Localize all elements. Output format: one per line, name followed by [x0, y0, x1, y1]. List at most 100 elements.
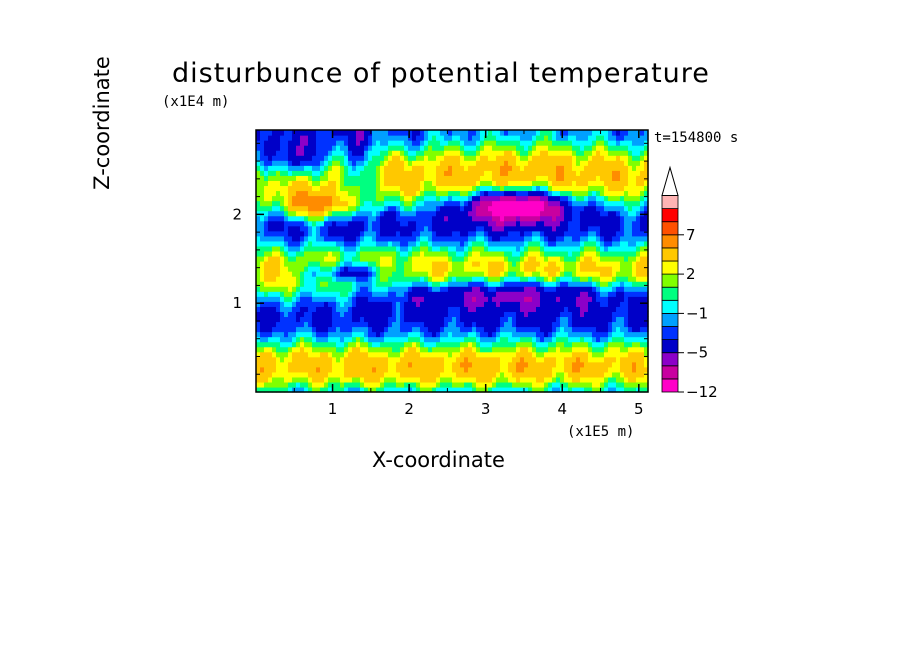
heatmap-cell [420, 341, 425, 348]
heatmap-cell [276, 145, 281, 151]
heatmap-cell [480, 266, 485, 272]
heatmap-cell [636, 230, 641, 237]
heatmap-cell [364, 311, 369, 318]
heatmap-cell [560, 361, 565, 368]
heatmap-cell [288, 190, 293, 197]
heatmap-cell [572, 255, 577, 262]
heatmap-cell [304, 140, 309, 146]
heatmap-cell [428, 321, 433, 328]
heatmap-cell [396, 210, 401, 217]
heatmap-cell [368, 326, 373, 333]
heatmap-cell [288, 220, 293, 227]
heatmap-cell [484, 165, 489, 171]
heatmap-cell [268, 316, 273, 323]
heatmap-cell [496, 130, 501, 136]
heatmap-cell [368, 190, 373, 197]
heatmap-cell [352, 306, 357, 312]
heatmap-cell [500, 255, 505, 262]
heatmap-cell [560, 331, 565, 338]
heatmap-cell [340, 225, 345, 232]
heatmap-cell [592, 266, 597, 272]
heatmap-cell [256, 331, 261, 338]
heatmap-cell [408, 250, 413, 257]
heatmap-cell [548, 135, 553, 141]
heatmap-cell [368, 301, 373, 307]
heatmap-cell [440, 155, 445, 161]
heatmap-cell [496, 291, 501, 297]
heatmap-cell [580, 235, 585, 242]
heatmap-cell [264, 311, 269, 318]
heatmap-cell [352, 130, 357, 136]
heatmap-cell [300, 230, 305, 237]
heatmap-cell [408, 210, 413, 217]
heatmap-cell [484, 220, 489, 227]
heatmap-cell [340, 240, 345, 247]
heatmap-cell [628, 200, 633, 207]
heatmap-cell [540, 200, 545, 207]
heatmap-cell [548, 170, 553, 176]
heatmap-cell [636, 301, 641, 307]
heatmap-cell [544, 165, 549, 171]
heatmap-cell [504, 331, 509, 338]
heatmap-cell [556, 341, 561, 348]
heatmap-cell [356, 135, 361, 141]
heatmap-cell [360, 205, 365, 212]
heatmap-cell [304, 341, 309, 348]
heatmap-cell [492, 250, 497, 257]
heatmap-cell [348, 361, 353, 368]
heatmap-cell [284, 281, 289, 287]
heatmap-cell [432, 376, 437, 383]
heatmap-cell [260, 261, 265, 267]
heatmap-cell [392, 160, 397, 166]
heatmap-cell [296, 371, 301, 378]
heatmap-cell [600, 276, 605, 282]
heatmap-cell [280, 326, 285, 333]
heatmap-cell [472, 230, 477, 237]
heatmap-cell [268, 185, 273, 192]
heatmap-cell [480, 326, 485, 333]
heatmap-cell [272, 326, 277, 333]
heatmap-cell [456, 210, 461, 217]
heatmap-cell [312, 210, 317, 217]
heatmap-cell [276, 185, 281, 192]
heatmap-cell [320, 301, 325, 307]
heatmap-cell [384, 271, 389, 277]
heatmap-cell [604, 175, 609, 181]
heatmap-cell [508, 225, 513, 232]
heatmap-cell [288, 296, 293, 302]
heatmap-cell [624, 381, 629, 388]
heatmap-cell [280, 255, 285, 262]
heatmap-cell [432, 351, 437, 358]
heatmap-cell [352, 361, 357, 368]
heatmap-cell [612, 316, 617, 323]
heatmap-cell [476, 240, 481, 247]
heatmap-cell [368, 220, 373, 227]
heatmap-cell [472, 371, 477, 378]
heatmap-cell [280, 276, 285, 282]
heatmap-cell [440, 266, 445, 272]
heatmap-cell [328, 336, 333, 343]
heatmap-cell [576, 195, 581, 202]
heatmap-cell [612, 386, 617, 393]
heatmap-cell [356, 311, 361, 318]
heatmap-cell [304, 366, 309, 373]
heatmap-cell [520, 331, 525, 338]
heatmap-cell [496, 215, 501, 222]
heatmap-cell [460, 135, 465, 141]
heatmap-cell [416, 291, 421, 297]
heatmap-cell [416, 175, 421, 181]
heatmap-cell [480, 311, 485, 318]
heatmap-cell [316, 296, 321, 302]
heatmap-cell [520, 170, 525, 176]
heatmap-cell [424, 165, 429, 171]
heatmap-cell [584, 195, 589, 202]
heatmap-cell [400, 386, 405, 393]
heatmap-cell [484, 160, 489, 166]
heatmap-cell [444, 366, 449, 373]
heatmap-cell [300, 215, 305, 222]
heatmap-cell [492, 306, 497, 312]
heatmap-cell [516, 326, 521, 333]
heatmap-cell [568, 175, 573, 181]
heatmap-cell [484, 361, 489, 368]
